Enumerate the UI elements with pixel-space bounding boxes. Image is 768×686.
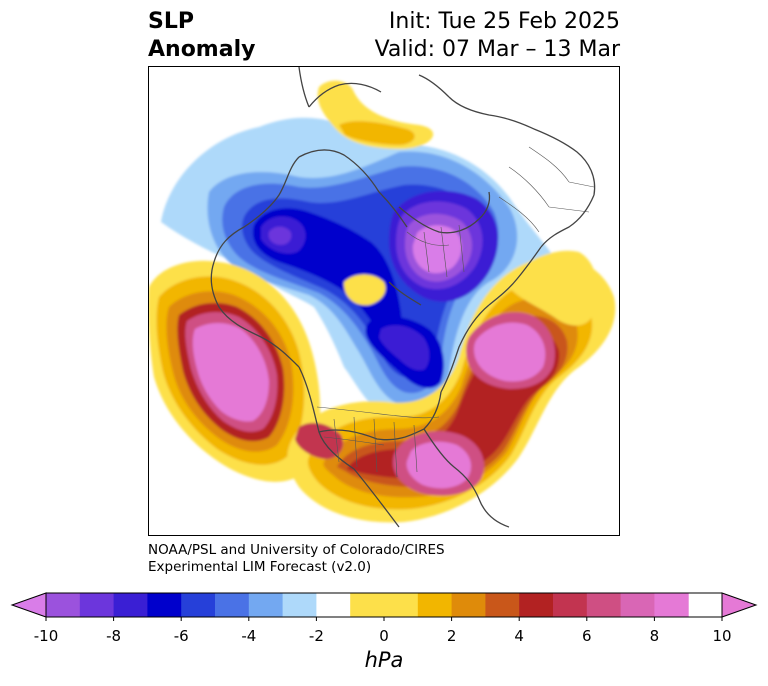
colorbar-cell (519, 593, 554, 617)
colorbar-cell (147, 593, 182, 617)
colorbar-tick-label: 0 (379, 627, 389, 645)
colorbar-cell (553, 593, 588, 617)
colorbar-tick-label: 10 (712, 627, 732, 645)
colorbar-tick-label: -6 (173, 627, 189, 645)
anomaly-fields (149, 80, 616, 523)
colorbar-cell (654, 593, 689, 617)
colorbar-tick-label: -2 (308, 627, 324, 645)
colorbar-tick-label: -8 (106, 627, 122, 645)
colorbar-tick-label: -4 (241, 627, 257, 645)
colorbar-cell (485, 593, 520, 617)
credit-text: NOAA/PSL and University of Colorado/CIRE… (148, 542, 445, 576)
colorbar-tick-label: 2 (446, 627, 457, 645)
colorbar-tick-label: 4 (514, 627, 524, 645)
colorbar-cell (417, 593, 453, 617)
colorbar-tick-label: 8 (649, 627, 660, 645)
colorbar-cell (350, 593, 419, 617)
positive-atlantic-core (473, 322, 546, 382)
colorbar-cell (282, 593, 317, 617)
anomaly-map (149, 67, 616, 528)
valid-dates: Valid: 07 Mar – 13 Mar (374, 37, 620, 62)
credit-line-2: Experimental LIM Forecast (v2.0) (148, 559, 372, 575)
positive-east-us-core (406, 441, 472, 489)
title-line-1: SLP (148, 9, 194, 34)
map-panel (148, 66, 620, 536)
colorbar-cell (316, 593, 351, 617)
colorbar-tick-label: 6 (582, 627, 592, 645)
colorbar-units: hPa (364, 648, 404, 672)
negative-center-siberia-core (379, 325, 430, 371)
colorbar-cell (586, 593, 622, 617)
colorbar-ticks (45, 617, 723, 621)
forecast-dates: Init: Tue 25 Feb 2025 Valid: 07 Mar – 13… (375, 8, 620, 64)
map-title: SLP Anomaly (148, 8, 255, 64)
colorbar-extend-high (721, 592, 758, 618)
colorbar-cell (46, 593, 81, 617)
colorbar-cell (215, 593, 250, 617)
colorbar-cell (79, 593, 115, 617)
colorbar-extend-low (10, 592, 47, 618)
colorbar (10, 592, 758, 621)
positive-arctic-center (343, 274, 386, 306)
positive-east-asia (509, 250, 598, 326)
colorbar-cell (113, 593, 148, 617)
colorbar-tick-label: -10 (33, 627, 59, 645)
colorbar-cell (620, 593, 655, 617)
negative-center-europe-core (412, 225, 462, 274)
colorbar-cell (451, 593, 486, 617)
init-date: Init: Tue 25 Feb 2025 (388, 9, 620, 34)
title-line-2: Anomaly (148, 37, 256, 62)
coastlines (210, 67, 596, 528)
negative-center-hudson-core (268, 226, 292, 245)
colorbar-cells (46, 593, 689, 617)
colorbar-cell (181, 593, 216, 617)
colorbar-cell (248, 593, 284, 617)
political-borders (316, 146, 595, 478)
positive-north-band-core (339, 121, 415, 145)
credit-line-1: NOAA/PSL and University of Colorado/CIRE… (148, 542, 445, 558)
positive-pacific-core (192, 323, 269, 422)
